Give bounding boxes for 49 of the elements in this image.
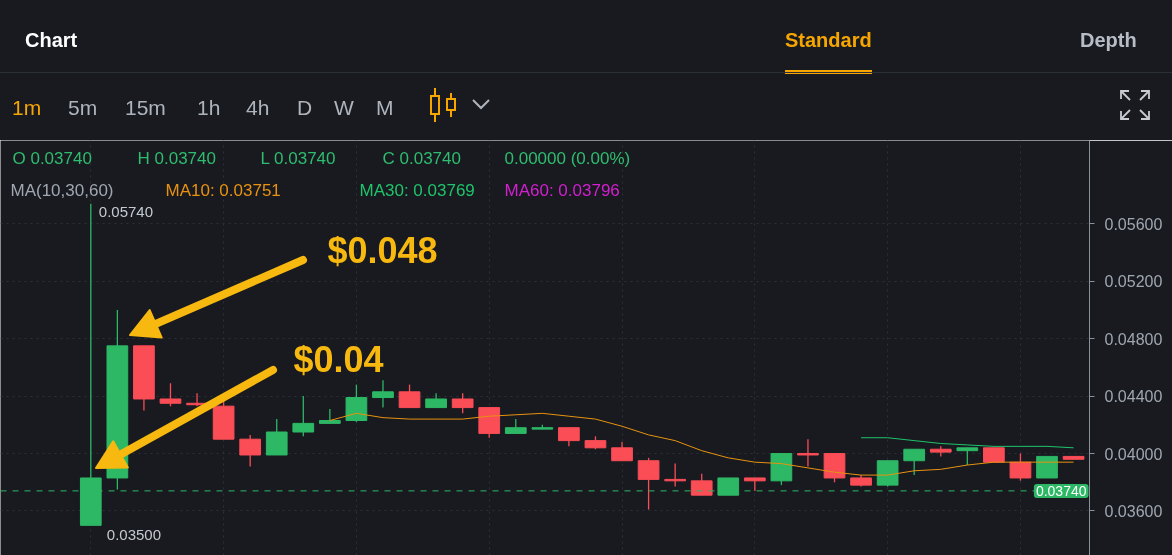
candlestick xyxy=(319,408,341,425)
text: MA30: 0.03769 xyxy=(359,181,475,200)
text: D xyxy=(297,95,313,121)
text: 1h xyxy=(197,95,221,121)
candlestick xyxy=(265,418,288,456)
text: Standard xyxy=(785,26,872,74)
y-tick-label: 0.05600 xyxy=(1104,215,1163,233)
y-tick-label: 0.04800 xyxy=(1104,330,1163,348)
candlestick xyxy=(345,383,368,423)
candlestick xyxy=(239,434,262,468)
candlestick xyxy=(637,457,660,511)
text: 15m xyxy=(125,95,166,121)
line-series xyxy=(860,437,1075,449)
y-tick-label: 0.04000 xyxy=(1104,445,1163,463)
chart-title: Chart xyxy=(25,28,78,53)
text: 5m xyxy=(68,95,98,121)
annotation: H 0.03740 xyxy=(137,149,216,168)
candlestick xyxy=(1009,452,1032,482)
candlestick xyxy=(558,427,580,448)
text: MA10: 0.03751 xyxy=(165,181,281,200)
text: Depth xyxy=(1080,28,1137,53)
candlestick xyxy=(797,438,819,468)
candlestick xyxy=(611,441,633,462)
annotation: C 0.03740 xyxy=(382,149,461,168)
candlestick xyxy=(451,392,474,414)
candlestick xyxy=(372,379,394,409)
candlestick xyxy=(292,395,315,437)
legend-label: MA60: 0.03796 xyxy=(504,181,620,200)
candlestick xyxy=(903,448,926,476)
text: M xyxy=(376,95,394,121)
y-tick-label: 0.05200 xyxy=(1104,273,1163,291)
text: 4h xyxy=(246,95,270,121)
y-tick-label: 0.03600 xyxy=(1104,502,1163,520)
candlestick xyxy=(159,382,182,407)
annotation: 0.00000 (0.00%) xyxy=(504,149,631,168)
text: W xyxy=(334,95,354,121)
annotation: $0.048 xyxy=(327,230,438,271)
text: 1m xyxy=(12,95,42,121)
annotation: 0.05740 xyxy=(98,202,154,220)
annotation: L 0.03740 xyxy=(260,149,336,168)
y-tick-label: 0.04400 xyxy=(1104,388,1163,406)
annotation: O 0.03740 xyxy=(12,149,92,168)
candlestick xyxy=(690,473,713,496)
candlestick xyxy=(1036,455,1058,479)
annotation: 0.03500 xyxy=(106,526,162,544)
legend-title: MA(10,30,60) xyxy=(10,181,114,200)
candlestick xyxy=(398,383,421,409)
annotation: $0.04 xyxy=(293,339,384,380)
ref-line-label: 0.03740 xyxy=(1035,482,1087,499)
